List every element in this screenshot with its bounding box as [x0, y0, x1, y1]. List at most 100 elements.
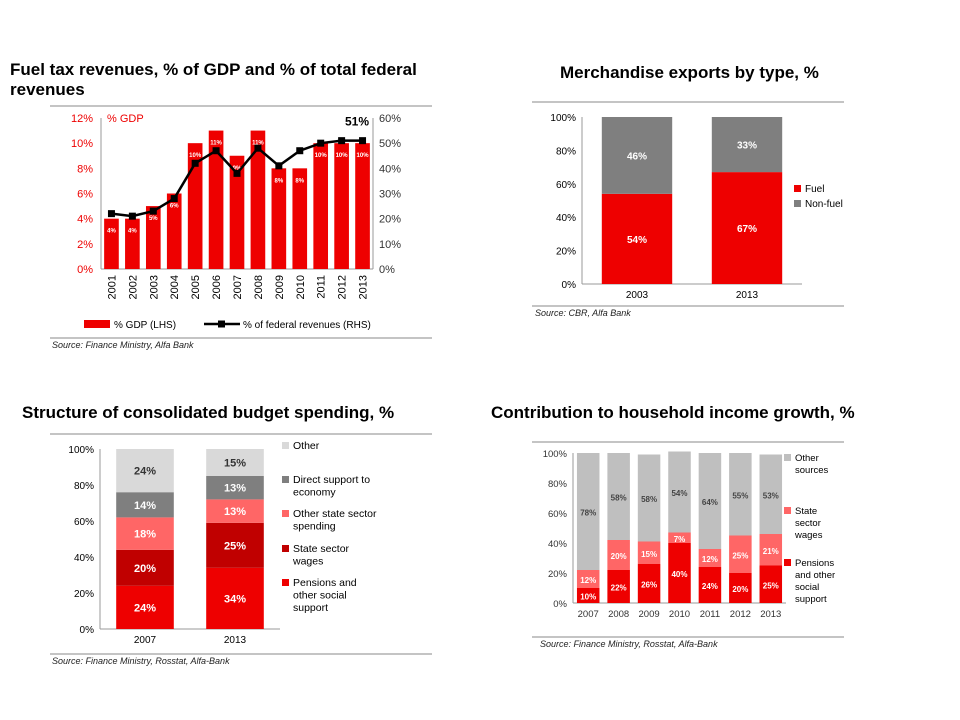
budget-chart-title: Structure of consolidated budget spendin…: [22, 403, 395, 422]
fuel-chart: 0% 2% 4% 6% 8% 10% 12% 0% 10% 20% 30% 40% 50% 60% % GD…: [50, 105, 432, 339]
income-bar-segment: [729, 535, 752, 573]
budget-legend-label: Other state sector: [293, 508, 377, 520]
fuel-bar-label: 10%: [357, 153, 370, 159]
income-segment-label: 26%: [641, 581, 657, 590]
income-bar-segment: [607, 540, 630, 570]
fuel-chart-title: Fuel tax revenues, % of GDP and % of tot…: [10, 60, 417, 99]
exports-bar-segment: [601, 117, 673, 194]
income-bar-segment: [607, 453, 630, 540]
fuel-left-tick-label: 0%: [77, 264, 93, 276]
fuel-bar-label: 8%: [275, 178, 284, 184]
income-bar-segment: [759, 565, 783, 603]
fuel-right-tick-label: 40%: [379, 163, 401, 175]
income-x-tick-label: 2011: [700, 609, 720, 620]
fuel-line-point: [296, 147, 304, 155]
income-x-tick-label: 2007: [578, 609, 599, 620]
income-legend-label: support: [795, 594, 827, 605]
income-legend-label: sector: [795, 518, 821, 529]
budget-segment-label: 13%: [224, 506, 246, 518]
fuel-line-point: [359, 137, 367, 145]
fuel-x-tick-label: 2002: [127, 275, 139, 299]
budget-legend-label: economy: [293, 487, 336, 499]
exports-segment-label: 33%: [737, 141, 757, 152]
budget-segment-label: 24%: [134, 602, 156, 614]
fuel-line-point: [191, 159, 199, 167]
fuel-line-point: [317, 139, 325, 147]
budget-y-tick-label: 60%: [74, 517, 94, 528]
budget-legend-label: Other: [293, 440, 320, 452]
fuel-x-tick-label: 2012: [337, 275, 349, 299]
budget-x-tick-label: 2007: [134, 635, 157, 646]
exports-y-tick-label: 80%: [556, 146, 576, 157]
income-x-tick-label: 2009: [639, 609, 660, 620]
income-segment-label: 58%: [611, 494, 627, 503]
income-segment-label: 10%: [580, 593, 596, 602]
fuel-bar-label: 11%: [252, 141, 264, 147]
income-legend-label: social: [795, 582, 819, 593]
budget-y-tick-label: 40%: [74, 553, 94, 564]
fuel-left-tick-label: 6%: [77, 189, 93, 201]
income-y-tick-label: 60%: [548, 509, 568, 520]
income-bar-segment: [698, 453, 722, 549]
income-bar-segment: [668, 532, 691, 543]
budget-bar-segment: [116, 492, 174, 518]
fuel-x-tick-label: 2013: [358, 275, 370, 299]
income-segment-label: 40%: [671, 570, 687, 579]
fuel-legend-label-revenue: % of federal revenues (RHS): [243, 320, 371, 331]
fuel-bar: [187, 143, 203, 269]
fuel-bar-label: 4%: [128, 229, 137, 235]
income-legend-label: wages: [794, 530, 823, 541]
fuel-right-tick-label: 30%: [379, 189, 401, 201]
budget-segment-label: 14%: [134, 500, 156, 512]
budget-source: Source: Finance Ministry, Rosstat, Alfa-…: [52, 656, 230, 666]
budget-legend-label: wages: [292, 556, 323, 568]
income-segment-label: 12%: [702, 555, 718, 564]
fuel-x-tick-label: 2004: [169, 275, 181, 299]
fuel-bar: [292, 168, 308, 269]
fuel-bar-label: 6%: [170, 204, 179, 210]
fuel-x-tick-label: 2008: [253, 275, 265, 299]
budget-segment-label: 15%: [224, 458, 246, 470]
income-bar-segment: [759, 454, 783, 534]
fuel-right-tick-label: 50%: [379, 138, 401, 150]
fuel-legend-label-gdp: % GDP (LHS): [114, 320, 176, 331]
income-y-tick-label: 0%: [553, 599, 567, 610]
budget-y-tick-label: 20%: [74, 589, 94, 600]
fuel-x-tick-label: 2001: [106, 275, 118, 299]
budget-segment-label: 24%: [134, 466, 156, 478]
fuel-source: Source: Finance Ministry, Alfa Bank: [52, 340, 194, 350]
fuel-right-tick-label: 20%: [379, 214, 401, 226]
fuel-legend-marker-revenue: [218, 320, 225, 328]
budget-segment-label: 20%: [134, 563, 156, 575]
income-bar-segment: [576, 588, 600, 603]
fuel-bar-label: 10%: [189, 153, 202, 159]
income-legend-label: sources: [795, 465, 829, 476]
fuel-bar: [125, 218, 140, 269]
exports-chart-title: Merchandise exports by type, %: [560, 63, 819, 82]
fuel-left-tick-label: 2%: [77, 239, 93, 251]
income-segment-label: 64%: [702, 498, 718, 507]
fuel-bar-label: 11%: [210, 141, 222, 147]
exports-segment-label: 54%: [627, 235, 647, 246]
exports-bar-segment: [711, 172, 783, 284]
fuel-bar: [208, 130, 224, 269]
budget-chart: 0% 20% 40% 60% 80% 100% 24% 20% 18% 14% 24% 2007 34%…: [50, 433, 432, 655]
income-x-tick-label: 2008: [608, 609, 629, 620]
budget-bar-segment: [206, 449, 264, 476]
exports-legend-label: Fuel: [805, 184, 824, 195]
fuel-x-tick-label: 2011: [316, 275, 328, 299]
income-segment-label: 15%: [641, 550, 657, 559]
budget-x-tick-label: 2013: [224, 635, 247, 646]
budget-legend-label: State sector: [293, 543, 350, 555]
fuel-left-tick-label: 10%: [71, 138, 93, 150]
income-segment-label: 53%: [763, 491, 779, 500]
budget-legend-label: Pensions and: [293, 577, 357, 589]
fuel-line-point: [107, 210, 115, 218]
fuel-line-point: [338, 137, 346, 145]
income-segment-label: 54%: [671, 489, 687, 498]
exports-legend-label: Non-fuel: [805, 199, 843, 210]
fuel-bar: [334, 143, 349, 269]
fuel-bar-label: 10%: [315, 153, 328, 159]
income-segment-label: 20%: [732, 585, 748, 594]
exports-y-tick-label: 40%: [556, 213, 576, 224]
